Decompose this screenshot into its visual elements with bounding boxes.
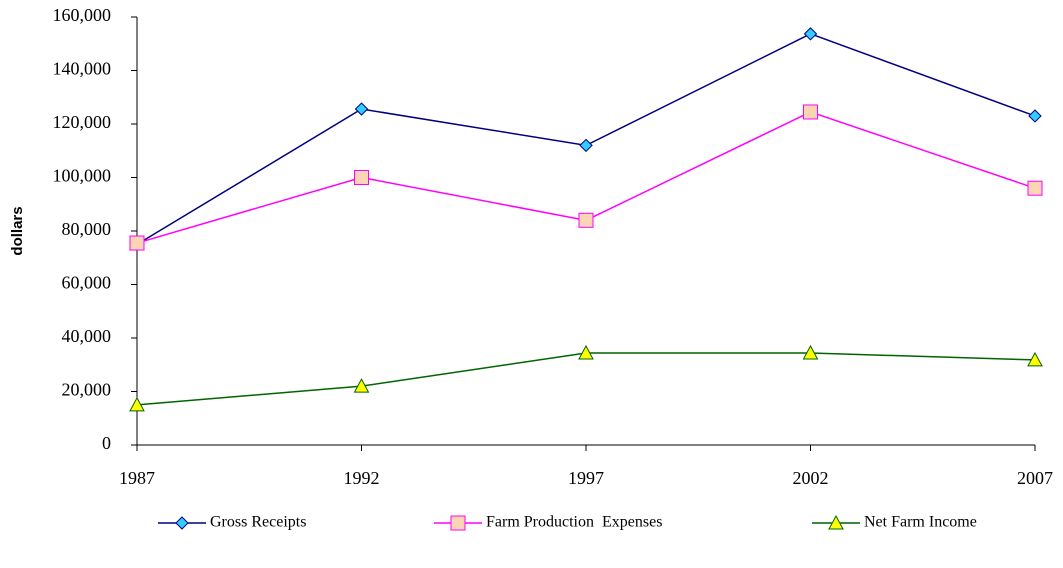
x-tick-label: 1997 bbox=[568, 468, 604, 488]
y-tick-label: 140,000 bbox=[53, 59, 112, 79]
marker bbox=[353, 378, 370, 393]
marker bbox=[579, 138, 593, 153]
legend-label: Farm Production Expenses bbox=[486, 514, 662, 531]
marker bbox=[354, 170, 369, 185]
x-tick-label: 1987 bbox=[119, 468, 155, 488]
legend: Gross Receipts Farm Production Expenses Ne… bbox=[158, 514, 977, 531]
marker bbox=[1027, 180, 1043, 196]
marker bbox=[578, 212, 594, 228]
marker bbox=[354, 102, 369, 116]
marker bbox=[802, 344, 819, 360]
y-tick-label: 20,000 bbox=[62, 380, 112, 400]
marker bbox=[1028, 109, 1042, 123]
series-line bbox=[136, 352, 1036, 406]
legend-marker bbox=[828, 514, 844, 530]
x-tick-label: 2002 bbox=[793, 468, 829, 488]
y-tick-label: 100,000 bbox=[53, 166, 112, 186]
y-tick-label: 40,000 bbox=[62, 326, 112, 346]
marker bbox=[129, 235, 145, 251]
y-tick-label: 80,000 bbox=[62, 219, 112, 239]
marker bbox=[129, 396, 145, 412]
y-tick-label: 120,000 bbox=[53, 112, 112, 132]
marker bbox=[803, 27, 818, 41]
y-axis-label: dollars bbox=[9, 206, 26, 255]
legend-marker bbox=[175, 516, 189, 530]
y-tick-label: 60,000 bbox=[62, 273, 112, 293]
x-tick-label: 2007 bbox=[1017, 468, 1053, 488]
legend-label: Net Farm Income bbox=[864, 514, 977, 531]
marker bbox=[803, 104, 818, 120]
legend-marker bbox=[450, 515, 466, 531]
legend-label: Gross Receipts bbox=[210, 514, 306, 531]
y-tick-label: 160,000 bbox=[53, 5, 112, 25]
marker bbox=[1027, 351, 1043, 367]
y-tick-label: 0 bbox=[102, 433, 111, 453]
x-tick-label: 1992 bbox=[344, 468, 380, 488]
marker bbox=[578, 344, 594, 360]
